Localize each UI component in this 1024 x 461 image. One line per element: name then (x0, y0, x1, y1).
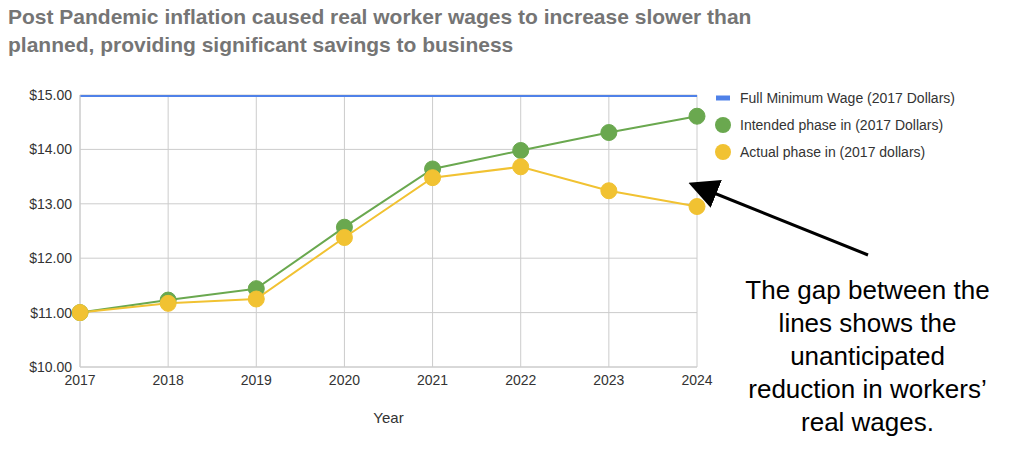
html-text:lines shows the: lines shows the (778, 308, 957, 338)
html-text:Actual phase in (2017 dollars): Actual phase in (2017 dollars) (740, 143, 926, 160)
html-text:reduction in workers’: reduction in workers’ (748, 374, 987, 404)
svg-text:$14.00: $14.00 (29, 141, 72, 157)
svg-text:2018: 2018 (153, 372, 184, 388)
html-text:The gap between the: The gap between the (745, 275, 990, 305)
svg-text:2024: 2024 (681, 372, 712, 388)
svg-text:2021: 2021 (417, 372, 448, 388)
html-text:Intended phase in (2017 Dollar: Intended phase in (2017 Dollars) (740, 116, 944, 133)
html-text:planned, providing significant: planned, providing significant savings t… (8, 33, 514, 56)
svg-text:$12.00: $12.00 (29, 250, 72, 266)
svg-text:2023: 2023 (593, 372, 624, 388)
html-text:Full Minimum Wage (2017 Dollar: Full Minimum Wage (2017 Dollars) (740, 89, 955, 106)
svg-text:$10.00: $10.00 (29, 359, 72, 375)
svg-text:2019: 2019 (241, 372, 272, 388)
html-text:real wages.: real wages. (801, 407, 934, 437)
html-text:Post Pandemic inflation caused: Post Pandemic inflation caused real work… (8, 5, 752, 28)
svg-text:$11.00: $11.00 (30, 305, 72, 321)
html-text:unanticipated: unanticipated (790, 341, 945, 371)
svg-text:2022: 2022 (505, 372, 536, 388)
svg-text:$13.00: $13.00 (29, 196, 72, 212)
svg-text:2020: 2020 (329, 372, 360, 388)
svg-text:Year: Year (373, 409, 403, 426)
svg-text:2017: 2017 (64, 371, 96, 388)
svg-text:$15.00: $15.00 (29, 87, 72, 103)
